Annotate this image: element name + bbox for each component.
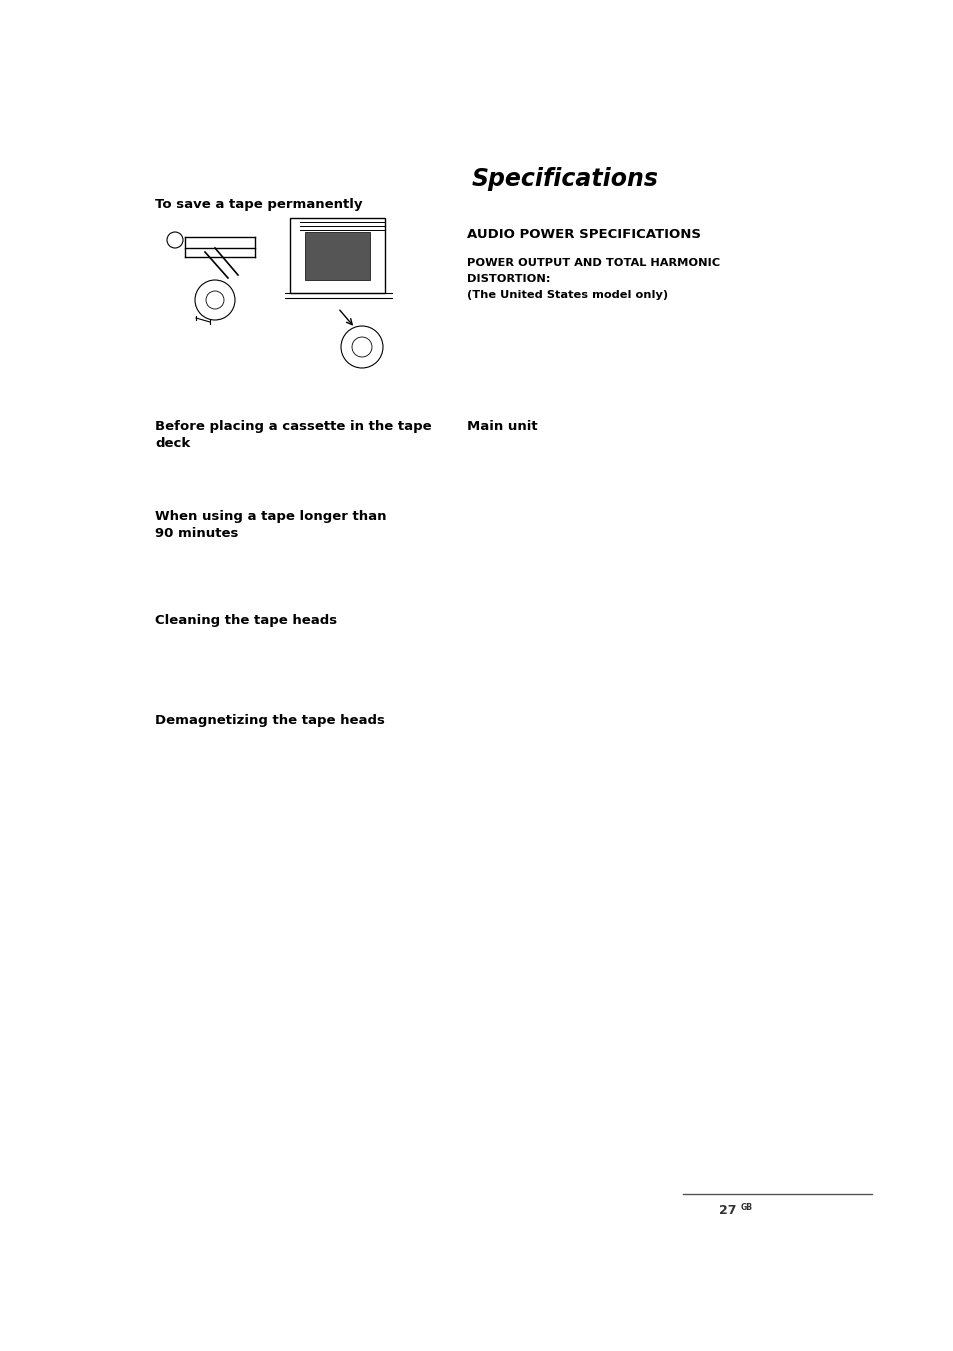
Text: 27: 27 (719, 1204, 736, 1217)
Text: (The United States model only): (The United States model only) (467, 290, 667, 300)
Text: Cleaning the tape heads: Cleaning the tape heads (154, 613, 336, 627)
Text: Specifications: Specifications (472, 168, 659, 190)
Text: Before placing a cassette in the tape
deck: Before placing a cassette in the tape de… (154, 420, 431, 450)
Text: POWER OUTPUT AND TOTAL HARMONIC: POWER OUTPUT AND TOTAL HARMONIC (467, 258, 720, 267)
Bar (290, 218, 385, 293)
Text: When using a tape longer than
90 minutes: When using a tape longer than 90 minutes (154, 509, 386, 540)
Text: Main unit: Main unit (467, 420, 537, 434)
Text: GB: GB (740, 1202, 752, 1212)
Bar (305, 232, 370, 280)
Text: To save a tape permanently: To save a tape permanently (154, 199, 362, 211)
Text: Demagnetizing the tape heads: Demagnetizing the tape heads (154, 713, 384, 727)
Text: DISTORTION:: DISTORTION: (467, 274, 550, 284)
Text: AUDIO POWER SPECIFICATIONS: AUDIO POWER SPECIFICATIONS (467, 228, 700, 240)
